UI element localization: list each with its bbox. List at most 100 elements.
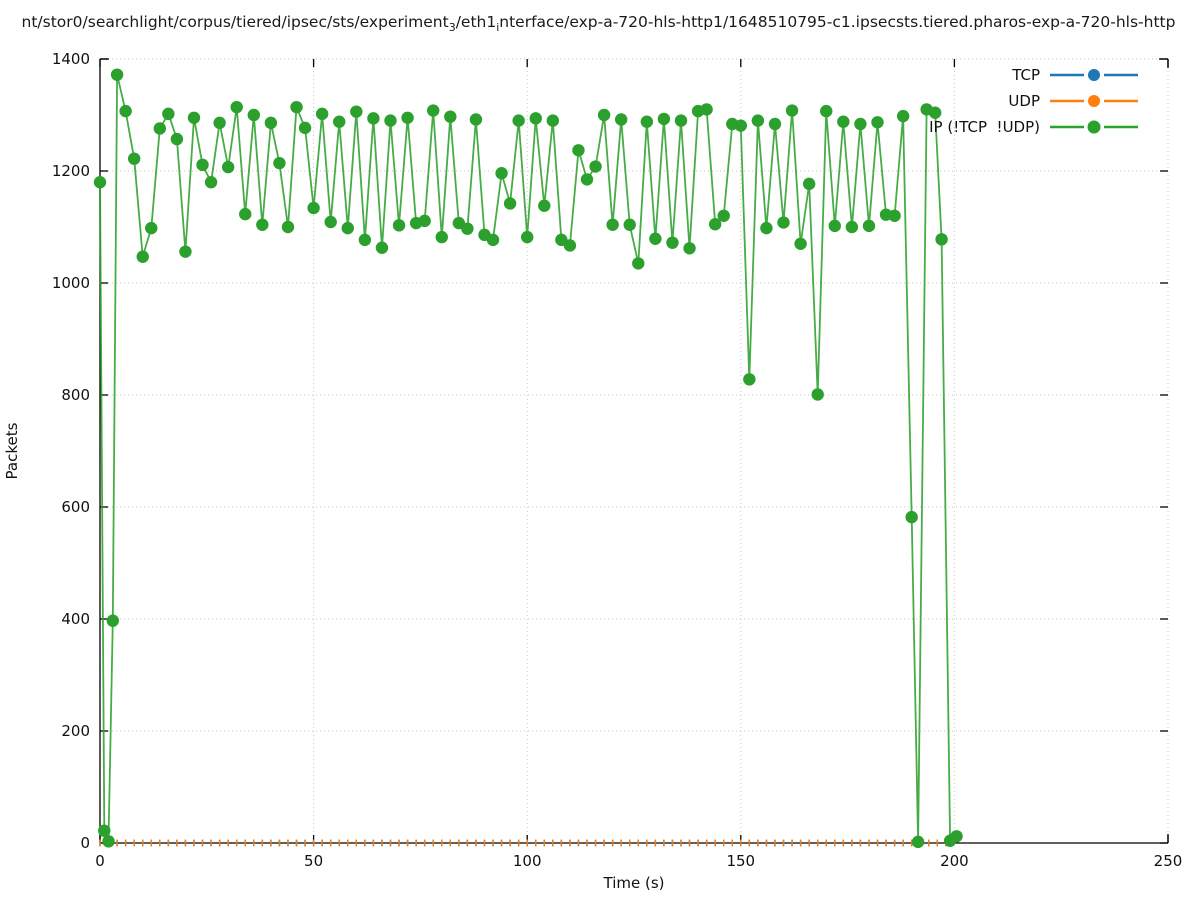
ip-other-point <box>845 220 859 234</box>
x-tick-label: 200 <box>940 852 969 870</box>
ip-other-point <box>153 122 167 135</box>
ip-other-point <box>367 112 380 125</box>
legend-label-ip-other: IP (!TCP !UDP) <box>929 118 1040 136</box>
ip-other-point <box>950 830 963 843</box>
ip-other-point <box>657 112 671 126</box>
ip-other-point <box>358 233 372 247</box>
legend: TCP UDP IP (!TCP !UDP) <box>929 66 1138 136</box>
y-axis-title: Packets <box>3 422 21 479</box>
ip-other-point <box>401 111 414 125</box>
ip-other-point <box>811 388 824 401</box>
ip-other-point <box>221 160 235 174</box>
ip-other-point <box>802 177 816 191</box>
y-tick-label: 1000 <box>52 274 90 292</box>
title-subscript: i <box>496 21 500 34</box>
ip-other-point <box>341 221 354 235</box>
ip-other-point <box>384 114 397 127</box>
ip-other-point <box>580 173 594 186</box>
legend-entry-udp: UDP <box>1008 92 1138 110</box>
y-tick-label: 200 <box>61 722 90 740</box>
axes-layer <box>99 58 1169 844</box>
ip-other-point <box>538 199 551 212</box>
ip-other-point <box>743 373 756 386</box>
ip-other-point <box>93 176 107 189</box>
legend-label-tcp: TCP <box>1011 66 1040 84</box>
x-tick-label: 250 <box>1154 852 1183 870</box>
y-tick-label: 1400 <box>52 50 90 68</box>
x-tick-label: 150 <box>726 852 755 870</box>
ip-other-point <box>264 116 278 130</box>
ip-other-point <box>837 115 850 128</box>
y-tick-label: 400 <box>61 610 90 628</box>
ip-other-point <box>110 68 124 81</box>
x-tick-label: 50 <box>304 852 323 870</box>
ip-other-point <box>247 108 260 122</box>
ip-other-point <box>589 160 602 173</box>
ip-other-point <box>119 104 132 118</box>
ip-other-point <box>102 835 115 848</box>
ip-other-point <box>435 230 448 244</box>
ip-other-point <box>674 114 688 127</box>
ip-other-point <box>256 218 269 231</box>
ip-other-point <box>179 245 192 258</box>
chart-title: nt/stor0/searchlight/corpus/tiered/ipsec… <box>0 13 1197 34</box>
ip-other-point <box>281 220 295 234</box>
ip-other-point <box>623 218 636 231</box>
ip-other-point <box>503 197 517 210</box>
ip-other-point <box>333 115 346 128</box>
ip-other-point <box>632 257 645 270</box>
ip-other-point <box>862 219 876 233</box>
ip-other-point <box>546 114 560 127</box>
ip-other-point <box>127 152 141 165</box>
ip-other-point <box>469 113 483 126</box>
ip-other-point <box>307 201 320 215</box>
ip-other-point <box>905 510 918 524</box>
ip-other-point <box>298 121 312 135</box>
title-subscript: 3 <box>448 21 456 34</box>
ip-other-point <box>145 221 158 235</box>
ip-other-point <box>640 115 654 128</box>
ip-other-point <box>683 242 696 255</box>
legend-marker-tcp <box>1088 69 1100 81</box>
ip-other-point <box>734 119 747 132</box>
ip-other-point <box>290 100 303 114</box>
ip-other-point <box>136 250 149 263</box>
ip-other-line <box>99 73 958 843</box>
ip-other-point <box>324 215 337 229</box>
ip-other-point <box>427 104 440 117</box>
ip-other-point <box>888 209 901 222</box>
y-tick-label: 800 <box>61 386 90 404</box>
ip-other-point <box>170 132 184 146</box>
ip-other-point <box>213 116 226 130</box>
ip-other-point <box>751 114 765 127</box>
ip-other-point <box>717 209 730 222</box>
tick-labels-layer: 0 50 100 150 200 250 0 200 400 600 800 1000 1200 1400 <box>52 50 1183 870</box>
ip-other-point <box>375 241 389 254</box>
ip-other-point <box>794 237 807 250</box>
ip-other-point <box>196 158 209 172</box>
ip-other-point <box>606 218 619 231</box>
ip-other-point <box>187 111 201 125</box>
ip-other-point <box>106 614 120 627</box>
y-tick-label: 600 <box>61 498 90 516</box>
x-tick-label: 0 <box>95 852 105 870</box>
ip-other-point <box>204 176 218 189</box>
x-axis-title: Time (s) <box>603 874 665 892</box>
ip-other-point <box>444 110 457 123</box>
ip-other-point <box>239 207 252 221</box>
ip-other-point <box>777 216 790 229</box>
ip-other-point <box>854 117 867 131</box>
ip-other-point <box>486 233 500 247</box>
legend-marker-ip-other <box>1087 120 1101 134</box>
ip-other-point <box>563 239 577 252</box>
ip-other-point <box>98 824 111 837</box>
legend-entry-tcp: TCP <box>1011 66 1138 84</box>
ip-other-point <box>760 221 773 235</box>
legend-entry-ip-other: IP (!TCP !UDP) <box>929 118 1138 136</box>
ip-other-point <box>911 835 925 849</box>
title-text: nterface/exp-a-720-hls-http1/1648510795-… <box>499 13 1176 31</box>
ip-other-point <box>418 214 431 228</box>
ip-other-point <box>230 100 243 114</box>
